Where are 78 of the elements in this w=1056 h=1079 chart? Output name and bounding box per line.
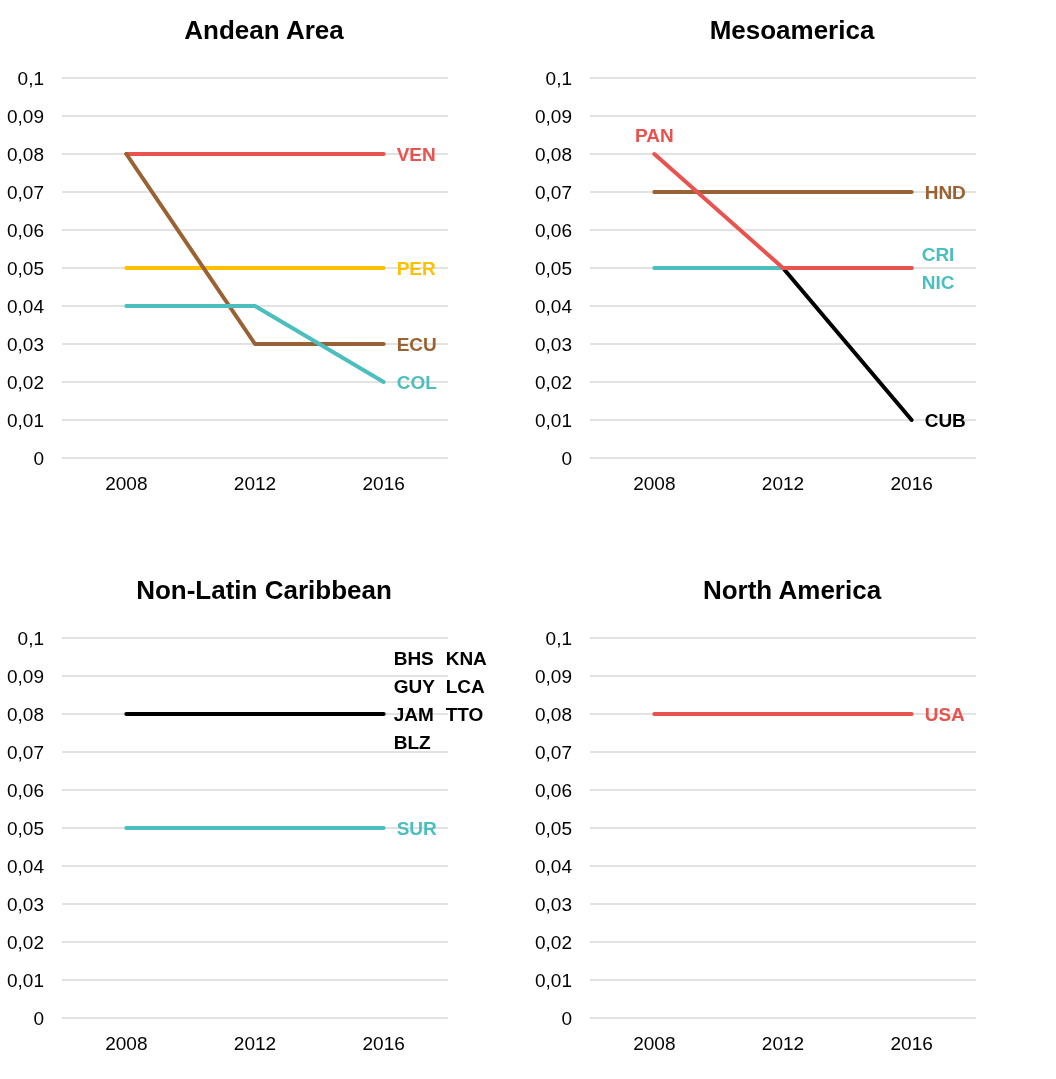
chart-title: Mesoamerica [709, 15, 875, 45]
series-label: HND [924, 181, 966, 203]
annotation: KNA [445, 647, 488, 669]
y-tick-label: 0,06 [535, 219, 572, 241]
y-tick-label: 0,1 [17, 67, 44, 89]
y-tick-label: 0,09 [7, 105, 44, 127]
annotation: BLZ [393, 731, 431, 753]
x-tick-label: 2012 [233, 473, 277, 494]
annotation: GUY [393, 675, 436, 697]
series-label: CUB [924, 409, 966, 431]
y-tick-label: 0,1 [545, 67, 572, 89]
y-tick-label: 0,03 [535, 333, 572, 355]
annotation: CRI [921, 243, 955, 265]
series-label: USA [924, 703, 966, 725]
y-tick-label: 0,05 [7, 817, 44, 839]
y-tick-label: 0,08 [7, 703, 44, 725]
y-tick-label: 0,03 [7, 893, 44, 915]
y-tick-label: 0 [33, 1007, 44, 1029]
series-label: COL [396, 371, 438, 393]
annotation: LCA [445, 675, 485, 697]
y-tick-label: 0,09 [535, 105, 572, 127]
y-tick-label: 0,03 [535, 893, 572, 915]
y-tick-label: 0,1 [545, 627, 572, 649]
x-tick-label: 2008 [105, 1033, 148, 1054]
y-tick-label: 0,02 [535, 931, 572, 953]
y-tick-label: 0,07 [7, 741, 44, 763]
annotation: NIC [921, 271, 955, 293]
series-label: SUR [396, 817, 438, 839]
y-tick-label: 0,04 [535, 295, 573, 317]
y-tick-label: 0,05 [535, 257, 572, 279]
x-tick-label: 2012 [761, 473, 805, 494]
y-tick-label: 0,08 [7, 143, 44, 165]
series-label: PER [396, 257, 437, 279]
y-tick-label: 0,04 [7, 295, 45, 317]
y-tick-label: 0,05 [7, 257, 44, 279]
y-tick-label: 0,07 [7, 181, 44, 203]
x-tick-label: 2016 [890, 473, 933, 494]
series-label: ECU [396, 333, 437, 355]
x-tick-label: 2016 [890, 1033, 933, 1054]
y-tick-label: 0,09 [7, 665, 44, 687]
y-tick-label: 0,04 [7, 855, 45, 877]
chart-title: Non-Latin Caribbean [136, 575, 392, 605]
y-tick-label: 0,1 [17, 627, 44, 649]
y-tick-label: 0,01 [535, 969, 572, 991]
y-tick-label: 0,09 [535, 665, 572, 687]
x-tick-label: 2008 [633, 473, 676, 494]
y-tick-label: 0,03 [7, 333, 44, 355]
series-label: VEN [396, 143, 436, 165]
x-tick-label: 2008 [633, 1033, 676, 1054]
x-tick-label: 2012 [233, 1033, 277, 1054]
y-tick-label: 0,02 [7, 371, 44, 393]
y-tick-label: 0,01 [535, 409, 572, 431]
y-tick-label: 0,06 [7, 219, 44, 241]
chart-title: North America [702, 575, 882, 605]
x-tick-label: 2008 [105, 473, 148, 494]
y-tick-label: 0 [561, 447, 572, 469]
chart-title: Andean Area [184, 15, 345, 45]
annotation: BHS [393, 647, 434, 669]
x-tick-label: 2016 [362, 473, 405, 494]
x-tick-label: 2012 [761, 1033, 805, 1054]
annotation: JAM [393, 703, 434, 725]
y-tick-label: 0 [561, 1007, 572, 1029]
y-tick-label: 0,06 [7, 779, 44, 801]
y-tick-label: 0 [33, 447, 44, 469]
series-label: PAN [634, 125, 674, 146]
x-tick-label: 2016 [362, 1033, 405, 1054]
y-tick-label: 0,06 [535, 779, 572, 801]
y-tick-label: 0,07 [535, 741, 572, 763]
y-tick-label: 0,02 [7, 931, 44, 953]
y-tick-label: 0,07 [535, 181, 572, 203]
y-tick-label: 0,01 [7, 409, 44, 431]
annotation: TTO [445, 703, 484, 725]
y-tick-label: 0,08 [535, 143, 572, 165]
y-tick-label: 0,05 [535, 817, 572, 839]
y-tick-label: 0,02 [535, 371, 572, 393]
y-tick-label: 0,01 [7, 969, 44, 991]
y-tick-label: 0,08 [535, 703, 572, 725]
y-tick-label: 0,04 [535, 855, 573, 877]
